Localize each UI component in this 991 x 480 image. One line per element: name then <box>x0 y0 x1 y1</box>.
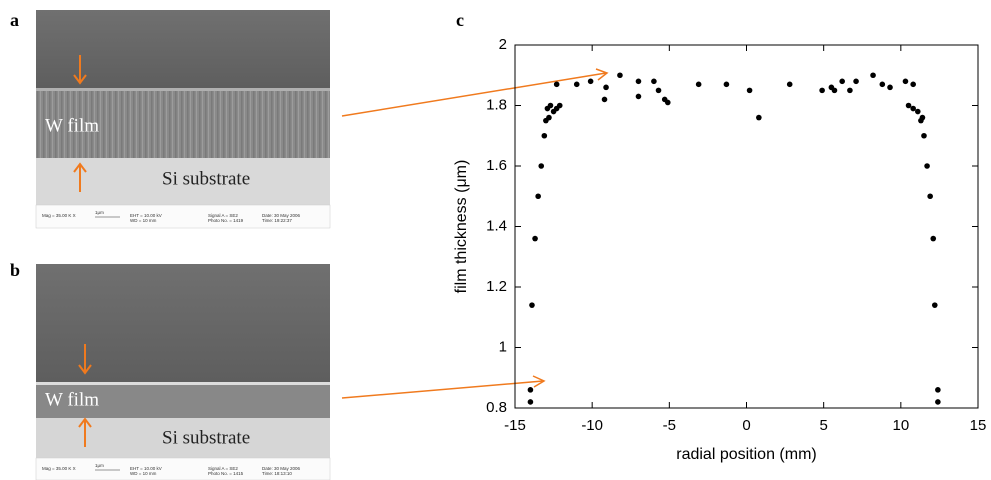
y-tick-label: 1.2 <box>486 278 507 295</box>
sem-info: 1μm <box>95 463 104 468</box>
data-point <box>527 387 534 393</box>
panel-label: a <box>10 10 19 30</box>
data-point <box>756 114 762 121</box>
data-point <box>919 114 926 121</box>
sem-info: EHT = 10.00 kV <box>130 466 162 471</box>
x-axis-label: radial position (mm) <box>676 446 816 463</box>
x-tick-label: -15 <box>504 417 526 434</box>
data-point <box>535 193 541 200</box>
y-tick-label: 0.8 <box>486 399 507 416</box>
data-point <box>664 99 671 106</box>
plot-frame <box>514 44 979 409</box>
x-tick-label: 0 <box>742 417 750 434</box>
x-tick-label: 15 <box>970 417 987 434</box>
data-point <box>556 102 563 109</box>
substrate-label: Si substrate <box>162 427 250 448</box>
sem-info: EHT = 10.00 kV <box>130 213 162 218</box>
data-point <box>635 93 642 100</box>
substrate-label: Si substrate <box>162 168 250 189</box>
panel-label: b <box>10 260 20 280</box>
data-point <box>853 78 859 85</box>
data-point <box>695 81 702 88</box>
data-point <box>910 105 916 112</box>
data-point <box>902 78 909 85</box>
data-point <box>935 399 941 405</box>
data-point <box>905 102 912 109</box>
data-point <box>879 81 886 88</box>
data-point <box>547 102 554 109</box>
sem-info: Photo No. = 1415 <box>208 471 244 476</box>
data-point <box>651 78 657 85</box>
data-point <box>527 399 534 405</box>
data-point <box>541 132 548 139</box>
y-tick-label: 2 <box>499 36 507 53</box>
data-point <box>924 163 930 169</box>
sem-image-a <box>35 10 331 229</box>
data-point <box>786 81 793 88</box>
sem-info: Time: 18:13:10 <box>262 471 292 476</box>
sem-info: Mag = 35.00 K X <box>42 213 76 218</box>
data-point <box>573 81 580 88</box>
y-tick-label: 1 <box>499 338 507 355</box>
data-point <box>587 78 594 85</box>
data-point <box>723 81 730 88</box>
data-point <box>601 96 608 103</box>
data-point <box>921 132 927 139</box>
data-point <box>931 302 938 308</box>
data-point <box>831 87 838 94</box>
data-point <box>603 84 609 91</box>
x-tick-label: 10 <box>892 417 909 434</box>
data-point <box>847 87 853 94</box>
data-point <box>529 302 535 308</box>
sem-info: Date: 30 May 2006 <box>262 213 301 218</box>
data-point <box>927 193 933 200</box>
data-point <box>746 87 753 94</box>
data-point <box>546 114 552 121</box>
data-point <box>553 81 560 88</box>
y-axis-label: film thickness (μm) <box>453 160 470 294</box>
x-tick-label: 5 <box>819 417 827 434</box>
data-point <box>915 108 921 115</box>
sem-info: WD = 10 mm <box>130 218 157 223</box>
data-point <box>839 78 845 85</box>
film-label: W film <box>45 389 99 410</box>
connector-arrows <box>341 68 609 399</box>
film-label: W film <box>45 115 99 136</box>
y-tick-label: 1.4 <box>486 217 507 234</box>
data-point <box>887 84 893 91</box>
data-point <box>655 87 662 94</box>
sem-image-b <box>35 264 331 480</box>
data-point <box>870 72 876 79</box>
y-tick-label: 1.8 <box>486 96 507 113</box>
sem-info: 1μm <box>95 210 104 215</box>
x-tick-label: -5 <box>663 417 676 434</box>
data-point <box>930 235 937 242</box>
data-point <box>935 387 941 393</box>
data-point <box>910 81 916 88</box>
sem-info: Photo No. = 1419 <box>208 218 244 223</box>
sem-info: Mag = 35.00 K X <box>42 466 76 471</box>
data-point <box>635 78 642 85</box>
data-point <box>538 163 545 169</box>
panel-label: c <box>456 10 464 30</box>
sem-info: Signal A = SE2 <box>208 213 238 218</box>
y-tick-label: 1.6 <box>486 157 507 174</box>
data-point <box>532 235 538 242</box>
sem-info: Date: 30 May 2006 <box>262 466 301 471</box>
data-point <box>819 87 825 94</box>
sem-info: WD = 10 mm <box>130 471 157 476</box>
data-point <box>617 72 623 79</box>
sem-info: Time: 19:22:37 <box>262 218 292 223</box>
sem-info: Signal A = SE2 <box>208 466 238 471</box>
x-tick-label: -10 <box>581 417 603 434</box>
